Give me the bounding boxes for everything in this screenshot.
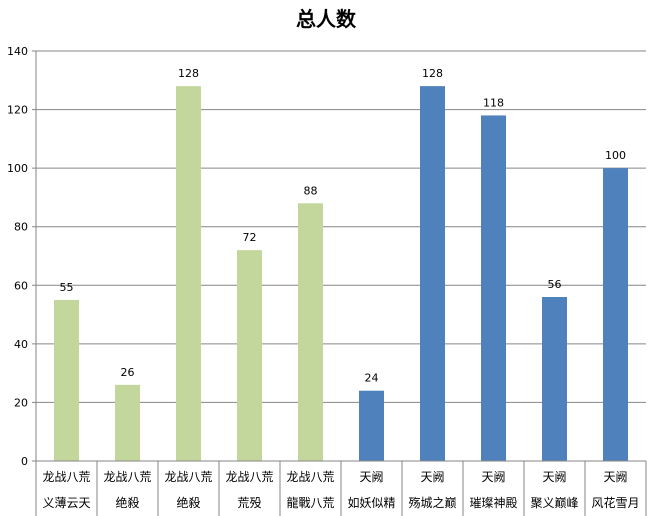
x-axis: 龙战八荒义薄云天龙战八荒绝殺龙战八荒绝殺龙战八荒荒殁龙战八荒龍戰八荒天阙如妖似精… bbox=[35, 460, 647, 516]
y-tick-label: 40 bbox=[14, 338, 28, 351]
x-category-label: 风花雪月 bbox=[591, 495, 639, 510]
x-category-group-label: 天阙 bbox=[481, 470, 505, 484]
y-tick-label: 0 bbox=[21, 455, 28, 468]
data-label: 24 bbox=[365, 372, 379, 385]
x-category-group-label: 天阙 bbox=[420, 470, 444, 484]
x-category-group-label: 天阙 bbox=[359, 470, 383, 484]
chart-title: 总人数 bbox=[296, 7, 357, 31]
bar bbox=[176, 86, 201, 462]
x-category-group-label: 龙战八荒 bbox=[103, 470, 151, 484]
bar bbox=[298, 203, 323, 462]
data-label: 100 bbox=[605, 149, 626, 162]
data-label: 118 bbox=[483, 96, 504, 109]
bar bbox=[115, 384, 140, 461]
y-axis: 0 20 40 60 80 100 120 140 bbox=[7, 45, 37, 468]
bar bbox=[54, 299, 79, 461]
x-category-group-label: 龙战八荒 bbox=[225, 470, 273, 484]
data-label: 26 bbox=[121, 366, 135, 379]
bar bbox=[603, 168, 628, 461]
gridlines bbox=[36, 50, 646, 403]
x-category-label: 龍戰八荒 bbox=[286, 495, 334, 510]
y-tick-label: 20 bbox=[14, 396, 28, 409]
bar bbox=[420, 86, 445, 462]
bars bbox=[54, 86, 628, 462]
y-tick-label: 60 bbox=[14, 279, 28, 292]
bar bbox=[359, 390, 384, 461]
data-label: 56 bbox=[548, 278, 562, 291]
x-category-label: 绝殺 bbox=[115, 495, 139, 510]
data-label: 88 bbox=[304, 184, 318, 197]
bar bbox=[237, 250, 262, 461]
y-tick-label: 120 bbox=[7, 104, 28, 117]
data-labels: 55 26 128 72 88 24 128 118 56 100 bbox=[60, 67, 627, 385]
bar bbox=[542, 297, 567, 461]
data-label: 128 bbox=[422, 67, 443, 80]
x-category-label: 聚义巅峰 bbox=[530, 496, 578, 510]
x-category-label: 绝殺 bbox=[176, 495, 200, 510]
x-category-group-label: 天阙 bbox=[603, 470, 627, 484]
x-category-label: 如妖似精 bbox=[347, 495, 395, 510]
bar bbox=[481, 115, 506, 461]
x-category-label: 殇城之巅 bbox=[408, 496, 456, 510]
x-category-label: 荒殁 bbox=[237, 496, 261, 510]
x-category-group-label: 龙战八荒 bbox=[286, 470, 334, 484]
data-label: 55 bbox=[60, 281, 74, 294]
x-category-group-label: 天阙 bbox=[542, 470, 566, 484]
x-category-label: 义薄云天 bbox=[42, 495, 90, 510]
x-category-label: 璀璨神殿 bbox=[469, 495, 517, 510]
y-tick-label: 80 bbox=[14, 221, 28, 234]
y-tick-label: 100 bbox=[7, 162, 28, 175]
y-tick-label: 140 bbox=[7, 45, 28, 58]
x-category-group-label: 龙战八荒 bbox=[42, 470, 90, 484]
x-category-group-label: 龙战八荒 bbox=[164, 470, 212, 484]
data-label: 128 bbox=[178, 67, 199, 80]
data-label: 72 bbox=[243, 231, 257, 244]
